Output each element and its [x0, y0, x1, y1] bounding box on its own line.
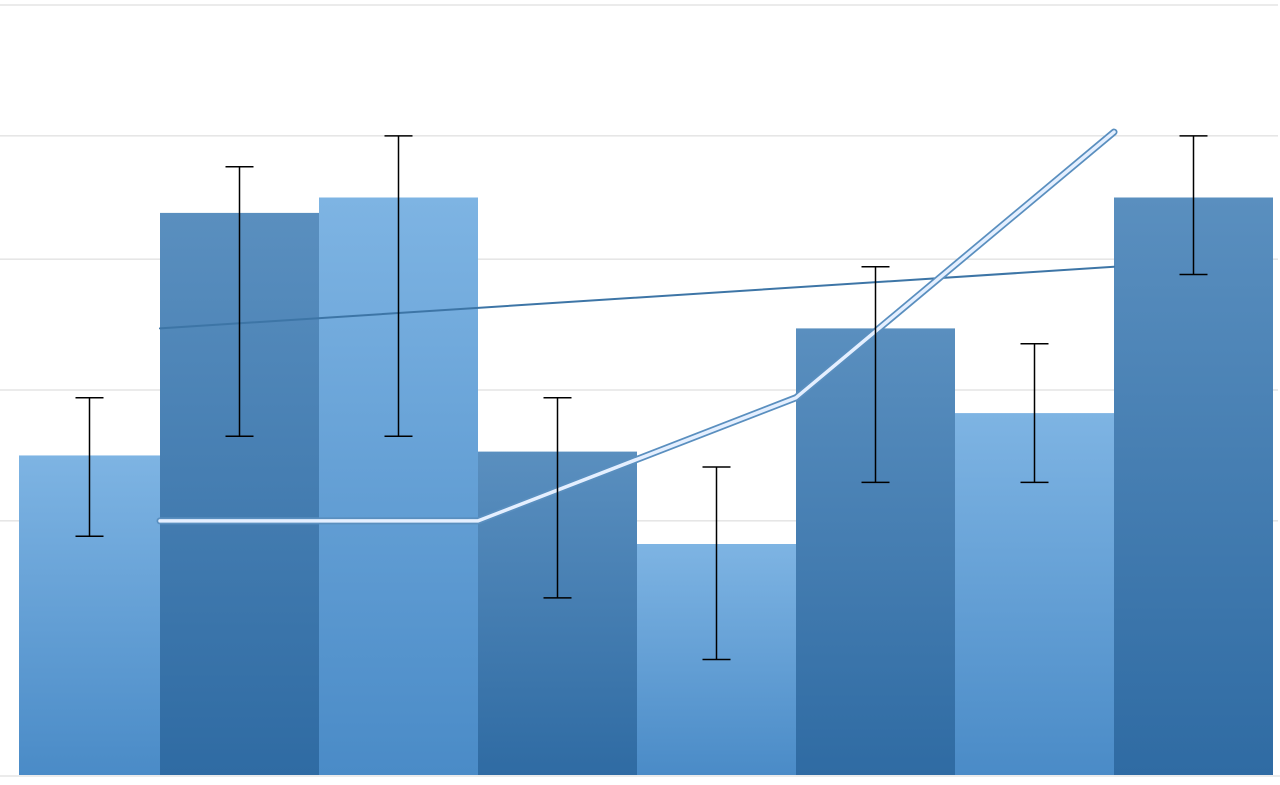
bar-8 [1114, 198, 1273, 776]
bar-line-chart [0, 0, 1280, 785]
chart-container [0, 0, 1280, 785]
